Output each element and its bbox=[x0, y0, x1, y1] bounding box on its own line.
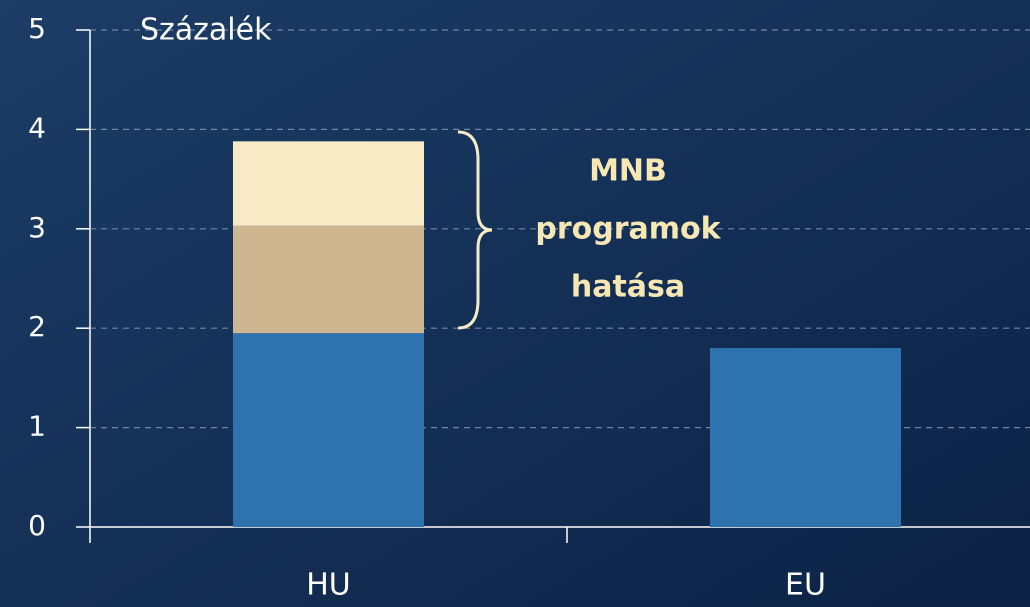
bar-segment bbox=[233, 225, 424, 334]
y-tick-label: 1 bbox=[28, 410, 46, 443]
x-tick-label: EU bbox=[785, 568, 826, 603]
annotation-line: programok bbox=[535, 212, 721, 247]
annotation-line: hatása bbox=[571, 270, 685, 305]
brace bbox=[457, 130, 493, 330]
annotation: MNB programok hatása bbox=[535, 154, 721, 305]
grid: 0 1 2 3 4 5 HU EU bbox=[28, 12, 1030, 603]
y-axis-label: Százalék bbox=[140, 13, 272, 48]
y-tick-label: 2 bbox=[28, 310, 46, 343]
x-tick-label: HU bbox=[306, 568, 351, 603]
bar-segment bbox=[233, 333, 424, 527]
annotation-line: MNB bbox=[589, 154, 667, 189]
bar-segment bbox=[233, 141, 424, 226]
bar-segment bbox=[710, 348, 901, 527]
y-tick-label: 3 bbox=[28, 211, 46, 244]
y-tick-label: 5 bbox=[28, 12, 46, 45]
bars bbox=[233, 141, 901, 527]
y-tick-label: 0 bbox=[28, 509, 46, 542]
y-tick-label: 4 bbox=[28, 111, 46, 144]
